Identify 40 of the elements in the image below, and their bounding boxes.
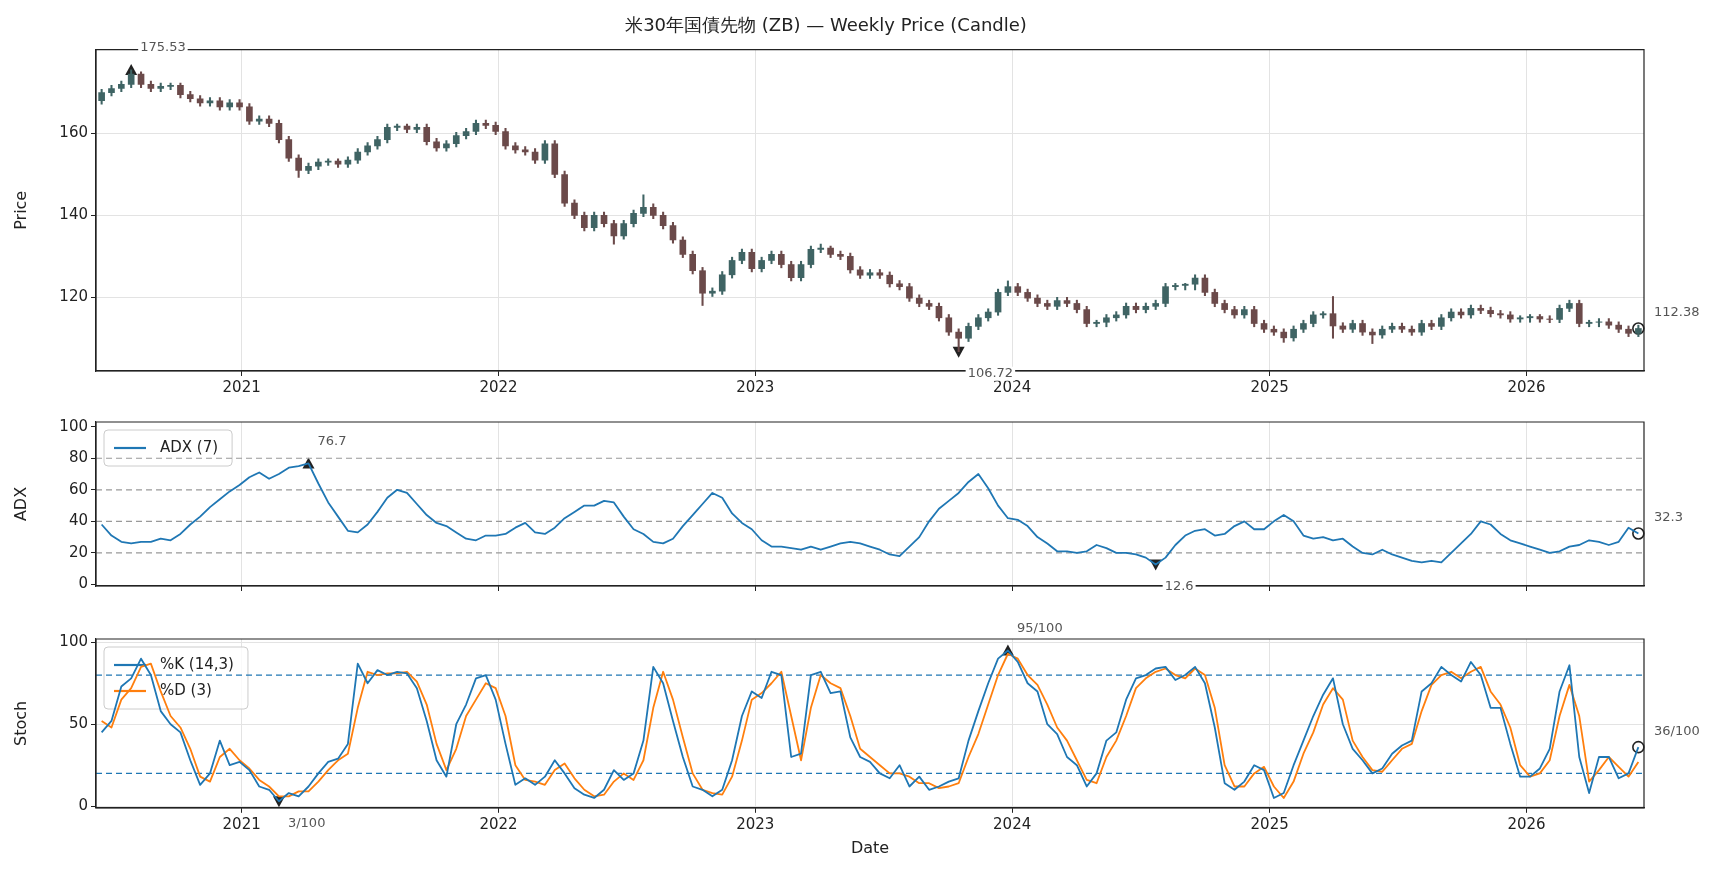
annotation: 95/100: [1016, 619, 1063, 635]
y-axis-title: Stoch: [10, 700, 30, 746]
chart-title: 米30年国債先物 (ZB) — Weekly Price (Candle): [625, 14, 1027, 36]
annotation: 12.6: [1164, 577, 1194, 593]
annotation: 175.53: [140, 39, 186, 55]
x-tick-label: 2026: [1507, 814, 1546, 833]
y-axis-title: Price: [10, 190, 30, 230]
x-tick-label: 2023: [736, 377, 775, 396]
y-tick-label: 40: [68, 511, 88, 530]
x-axis-title: Date: [850, 837, 890, 857]
legend-label: %D (3): [160, 680, 212, 699]
y-axis-title: ADX: [10, 486, 30, 522]
y-tick-label: 20: [68, 542, 88, 561]
legend-label: %K (14,3): [160, 654, 234, 673]
y-tick-label: 60: [68, 479, 88, 498]
annotation: 106.72: [967, 365, 1014, 381]
legend-label: ADX (7): [160, 437, 219, 456]
annotation: 3/100: [287, 814, 326, 830]
y-tick-label: 80: [68, 448, 88, 467]
x-tick-label: 2021: [222, 814, 261, 833]
annotation: 36/100: [1654, 722, 1700, 738]
x-tick-label: 2024: [993, 814, 1032, 833]
y-tick-label: 0: [78, 574, 88, 593]
y-tick-label: 140: [59, 205, 88, 224]
y-tick-label: 100: [59, 632, 88, 651]
annotation: 32.3: [1654, 508, 1683, 524]
x-tick-label: 2021: [222, 377, 261, 396]
y-tick-label: 160: [59, 123, 88, 142]
x-tick-label: 2025: [1250, 377, 1289, 396]
x-tick-label: 2022: [479, 814, 518, 833]
x-tick-label: 2023: [736, 814, 775, 833]
x-tick-label: 2026: [1507, 377, 1546, 396]
y-tick-label: 100: [59, 416, 88, 435]
annotation: 76.7: [317, 432, 347, 448]
annotation: 112.38: [1654, 303, 1700, 319]
y-tick-label: 0: [78, 796, 88, 815]
y-tick-label: 120: [59, 287, 88, 306]
y-tick-label: 50: [68, 714, 88, 733]
x-tick-label: 2025: [1250, 814, 1289, 833]
x-tick-label: 2022: [479, 377, 518, 396]
